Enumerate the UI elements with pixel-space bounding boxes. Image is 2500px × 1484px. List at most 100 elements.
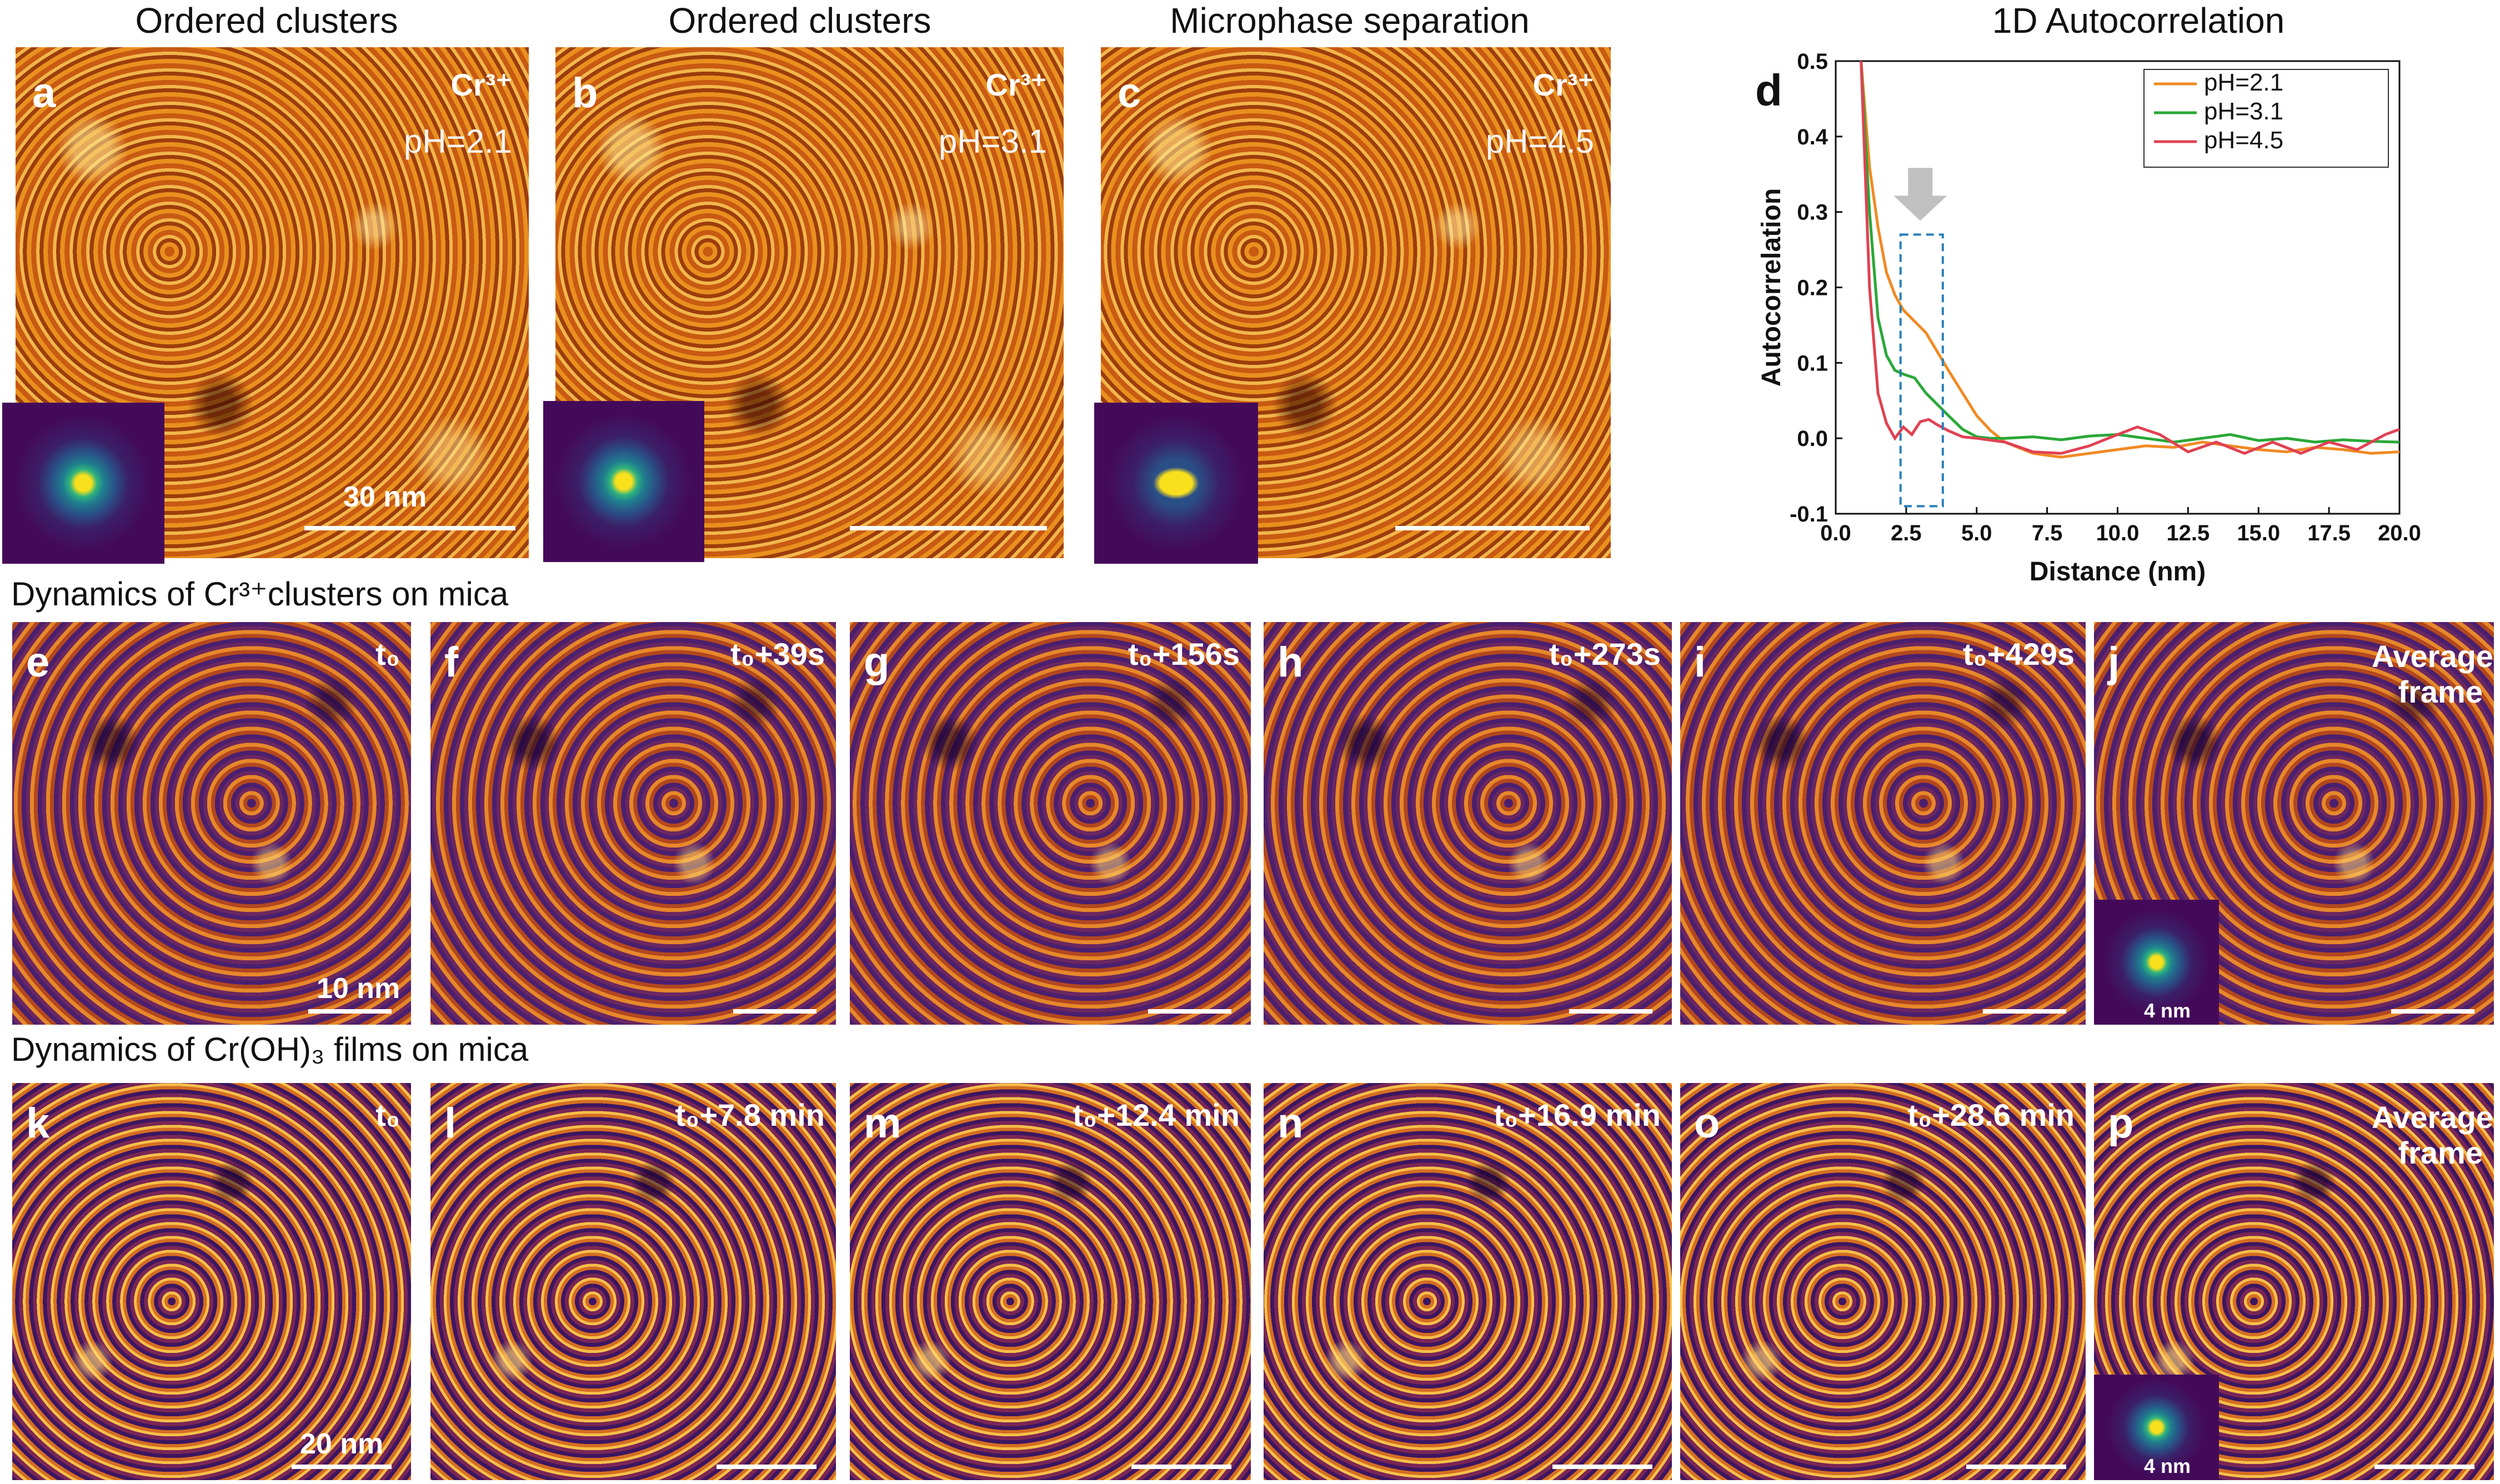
scale-bar-m <box>1131 1465 1231 1469</box>
fft-inset-p: 4 nm <box>2094 1375 2219 1480</box>
x-tick-label-0: 0.0 <box>1820 521 1851 545</box>
panel-label-n: n <box>1277 1100 1304 1147</box>
scale-text-k: 20 nm <box>300 1428 384 1460</box>
panel-label-o: o <box>1694 1100 1720 1147</box>
panel-label-p: p <box>2108 1100 2134 1147</box>
scale-bar-i <box>1983 1009 2066 1014</box>
scale-bar-e <box>308 1009 392 1014</box>
panel-label-m: m <box>864 1100 901 1147</box>
panel-c-title: Microphase separation <box>1170 1 1530 41</box>
afm-image-e: e t₀ 10 nm <box>12 622 411 1025</box>
time-label-o: t₀+28.6 min <box>1907 1097 2075 1132</box>
x-tick-label-6: 15.0 <box>2237 521 2280 545</box>
scale-bar-o <box>1966 1465 2066 1469</box>
time-label-e: t₀ <box>375 636 400 671</box>
time-label-n: t₀+16.9 min <box>1494 1097 1661 1132</box>
panel-label-j: j <box>2108 639 2120 686</box>
highlight-arrow <box>1893 168 1947 221</box>
afm-image-j: j Averaged frame <box>2094 622 2494 1025</box>
scale-bar-l <box>717 1465 816 1469</box>
afm-image-i: i t₀+429s <box>1680 622 2086 1025</box>
x-tick-label-1: 2.5 <box>1891 521 1922 545</box>
y-tick-label-1: 0.0 <box>1797 427 1828 451</box>
x-tick-label-4: 10.0 <box>2096 521 2140 545</box>
scale-text-e: 10 nm <box>317 972 400 1005</box>
legend-label-2: pH=4.5 <box>2204 127 2283 154</box>
legend-box <box>2143 69 2389 168</box>
y-tick-label-3: 0.2 <box>1797 276 1828 300</box>
scale-bar-b <box>850 526 1047 530</box>
panel-label-d: d <box>1755 66 1782 115</box>
afm-image-g: g t₀+156s <box>850 622 1251 1025</box>
panel-label-f: f <box>444 639 459 686</box>
panel-d-title: 1D Autocorrelation <box>1992 1 2285 41</box>
panel-label-i: i <box>1694 639 1706 686</box>
x-axis-label: Distance (nm) <box>2030 557 2206 586</box>
afm-image-o: o t₀+28.6 min <box>1680 1083 2086 1480</box>
x-tick-label-8: 20.0 <box>2378 521 2421 545</box>
scale-bar-c <box>1395 526 1590 530</box>
afm-image-a: a Cr³⁺ pH=2.1 30 nm <box>16 47 529 558</box>
legend-label-0: pH=2.1 <box>2204 69 2283 96</box>
highlight-box <box>1899 233 1944 508</box>
panel-label-g: g <box>864 639 890 686</box>
panel-label-k: k <box>26 1100 50 1147</box>
afm-image-f: f t₀+39s <box>430 622 836 1025</box>
afm-image-l: l t₀+7.8 min <box>430 1083 836 1480</box>
panel-label-e: e <box>26 639 50 686</box>
scale-text-a: 30 nm <box>343 481 427 513</box>
series-line-1 <box>1860 61 2399 444</box>
afm-image-b: b Cr³⁺ pH=3.1 <box>555 47 1064 558</box>
x-tick-label-3: 7.5 <box>2032 521 2063 545</box>
afm-image-k: k t₀ 20 nm <box>12 1083 411 1480</box>
ph-label-c: pH=4.5 <box>1485 123 1594 160</box>
inset-scale-text-j: 4 nm <box>2144 999 2191 1022</box>
time-label-h: t₀+273s <box>1549 636 1661 671</box>
scale-bar-f <box>733 1009 816 1014</box>
ion-label-b: Cr³⁺ <box>985 67 1047 102</box>
panel-label-a: a <box>32 69 56 117</box>
scale-bar-j <box>2391 1009 2474 1014</box>
time-label-p: Averaged frame <box>2372 1100 2494 1171</box>
ion-label-a: Cr³⁺ <box>450 67 512 102</box>
scale-bar-p <box>2374 1465 2474 1469</box>
scale-bar-g <box>1148 1009 1231 1014</box>
time-label-i: t₀+429s <box>1962 636 2075 671</box>
time-label-f: t₀+39s <box>730 636 825 671</box>
time-label-j: Averaged frame <box>2372 639 2494 710</box>
scale-bar-h <box>1569 1009 1652 1014</box>
afm-image-m: m t₀+12.4 min <box>850 1083 1251 1480</box>
scale-bar-a <box>304 526 515 530</box>
x-tick-label-5: 12.5 <box>2166 521 2210 545</box>
panel-b-title: Ordered clusters <box>668 1 931 41</box>
autocorrelation-chart: d 0.0 2.5 5.0 7.5 10.0 12.5 15.0 17.5 20.0-0.10.… <box>1755 49 2421 586</box>
time-label-m: t₀+12.4 min <box>1073 1097 1240 1132</box>
fft-inset-c <box>1094 403 1258 564</box>
fft-inset-a <box>2 403 164 564</box>
panel-label-b: b <box>572 69 598 117</box>
time-label-k: t₀ <box>375 1097 400 1132</box>
y-tick-label-0: -0.1 <box>1790 502 1828 527</box>
panel-label-c: c <box>1118 69 1141 117</box>
row3-title: Dynamics of Cr(OH)₃ films on mica <box>11 1031 529 1068</box>
series-line-2 <box>1860 61 2399 455</box>
y-axis-label: Autocorrelation <box>1757 188 1786 387</box>
x-tick-label-2: 5.0 <box>1961 521 1992 545</box>
ion-label-c: Cr³⁺ <box>1532 67 1594 102</box>
y-tick-label-5: 0.4 <box>1797 125 1828 149</box>
scale-bar-n <box>1552 1465 1652 1469</box>
fft-inset-b <box>543 401 704 562</box>
y-tick-label-4: 0.3 <box>1797 200 1828 225</box>
x-tick-label-7: 17.5 <box>2307 521 2351 545</box>
ph-label-a: pH=2.1 <box>403 123 512 160</box>
scale-bar-k <box>292 1465 392 1469</box>
panel-a-title: Ordered clusters <box>135 1 398 41</box>
legend-label-1: pH=3.1 <box>2204 98 2283 125</box>
ph-label-b: pH=3.1 <box>938 123 1047 160</box>
panel-label-l: l <box>444 1100 457 1147</box>
time-label-l: t₀+7.8 min <box>675 1097 825 1132</box>
time-label-g: t₀+156s <box>1128 636 1240 671</box>
y-tick-label-2: 0.1 <box>1797 351 1828 375</box>
afm-image-n: n t₀+16.9 min <box>1264 1083 1672 1480</box>
panel-label-h: h <box>1277 639 1304 686</box>
